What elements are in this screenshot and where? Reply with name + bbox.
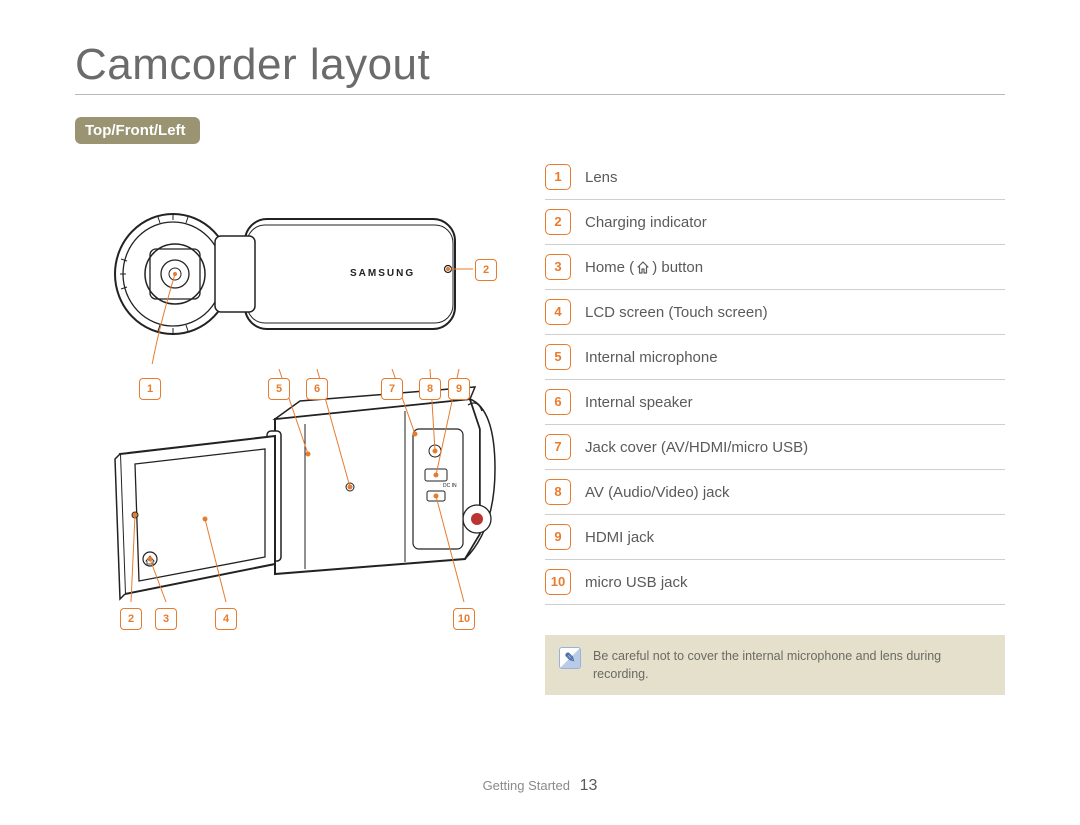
section-tag: Top/Front/Left	[75, 117, 200, 144]
legend-num: 10	[545, 569, 571, 595]
callout-4: 4	[215, 608, 237, 630]
callout-7: 7	[381, 378, 403, 400]
callout-6: 6	[306, 378, 328, 400]
legend-label: Internal microphone	[585, 349, 718, 366]
note-text: Be careful not to cover the internal mic…	[593, 647, 991, 683]
brand-text: SAMSUNG	[350, 268, 415, 279]
legend-num: 6	[545, 389, 571, 415]
page: Camcorder layout Top/Front/Left	[75, 40, 1005, 695]
note-box: ✎ Be careful not to cover the internal m…	[545, 635, 1005, 695]
callout-8: 8	[419, 378, 441, 400]
legend-item: 8 AV (Audio/Video) jack	[545, 469, 1005, 514]
callout-2-front: 2	[475, 259, 497, 281]
legend-item: 6 Internal speaker	[545, 379, 1005, 424]
legend-num: 8	[545, 479, 571, 505]
legend-num: 3	[545, 254, 571, 280]
callout-9: 9	[448, 378, 470, 400]
legend-num: 5	[545, 344, 571, 370]
callout-3: 3	[155, 608, 177, 630]
page-number: 13	[580, 777, 598, 794]
callout-10: 10	[453, 608, 475, 630]
legend-label: LCD screen (Touch screen)	[585, 304, 768, 321]
legend-label: Jack cover (AV/HDMI/micro USB)	[585, 439, 808, 456]
legend-label: Internal speaker	[585, 394, 693, 411]
legend: 1 Lens 2 Charging indicator 3 Home () bu…	[545, 164, 1005, 695]
legend-item: 5 Internal microphone	[545, 334, 1005, 379]
legend-num: 9	[545, 524, 571, 550]
callout-5: 5	[268, 378, 290, 400]
legend-list: 1 Lens 2 Charging indicator 3 Home () bu…	[545, 164, 1005, 605]
legend-label: Charging indicator	[585, 214, 707, 231]
legend-label: Home () button	[585, 259, 703, 276]
page-title: Camcorder layout	[75, 40, 1005, 90]
legend-item: 7 Jack cover (AV/HDMI/micro USB)	[545, 424, 1005, 469]
diagram-front: SAMSUNG	[75, 164, 515, 364]
legend-num: 4	[545, 299, 571, 325]
legend-item: 3 Home () button	[545, 244, 1005, 289]
diagram-area: SAMSUNG 2 1	[75, 164, 515, 695]
note-icon: ✎	[559, 647, 581, 669]
legend-item: 10 micro USB jack	[545, 559, 1005, 605]
legend-item: 9 HDMI jack	[545, 514, 1005, 559]
legend-label: Lens	[585, 169, 618, 186]
legend-item: 2 Charging indicator	[545, 199, 1005, 244]
legend-num: 7	[545, 434, 571, 460]
legend-label: micro USB jack	[585, 574, 688, 591]
title-rule	[75, 94, 1005, 95]
dcin-label: DC IN	[443, 483, 457, 489]
home-icon	[636, 261, 650, 274]
callout-1: 1	[139, 378, 161, 400]
legend-num: 1	[545, 164, 571, 190]
content-row: SAMSUNG 2 1	[75, 164, 1005, 695]
legend-item: 1 Lens	[545, 164, 1005, 199]
callout-2-side: 2	[120, 608, 142, 630]
footer-section: Getting Started	[483, 778, 570, 793]
legend-label: AV (Audio/Video) jack	[585, 484, 730, 501]
legend-num: 2	[545, 209, 571, 235]
footer: Getting Started 13	[0, 777, 1080, 795]
legend-item: 4 LCD screen (Touch screen)	[545, 289, 1005, 334]
legend-label: HDMI jack	[585, 529, 654, 546]
